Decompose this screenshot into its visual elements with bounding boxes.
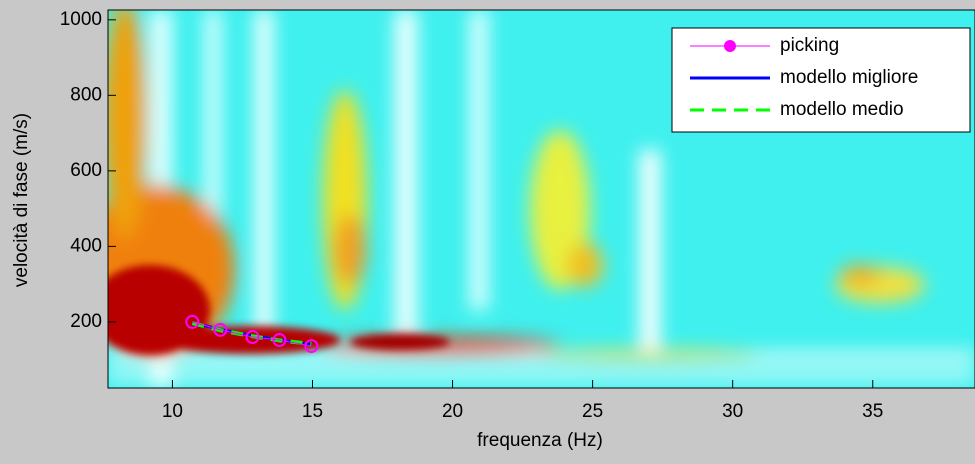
- legend-label: modello medio: [780, 99, 904, 120]
- picking-point: [213, 322, 228, 337]
- picking-point: [304, 339, 319, 354]
- picking-line: [192, 321, 312, 347]
- legend-label: modello migliore: [780, 67, 918, 88]
- y-tick-label: 1000: [60, 9, 102, 30]
- picking-point: [185, 314, 200, 329]
- legend-label: picking: [780, 35, 839, 56]
- legend-box: [671, 27, 971, 133]
- axes-box: [107, 9, 975, 389]
- x-tick-label: 25: [582, 401, 603, 422]
- model-line: [191, 321, 312, 346]
- y-tick-label: 600: [70, 160, 102, 181]
- x-tick-label: 10: [162, 401, 183, 422]
- x-tick-label: 35: [862, 401, 883, 422]
- y-axis-label: velocità di fase (m/s): [11, 113, 32, 287]
- x-tick-label: 15: [302, 401, 323, 422]
- legend: picking modello migliore modello medio: [671, 27, 971, 133]
- y-tick-label: 400: [70, 235, 102, 256]
- y-tick-label: 800: [70, 84, 102, 105]
- x-axis-label: frequenza (Hz): [477, 430, 603, 451]
- picking-point: [272, 333, 287, 348]
- x-tick-label: 30: [722, 401, 743, 422]
- x-tick-label: 20: [442, 401, 463, 422]
- picking-point: [245, 330, 260, 345]
- legend-marker: [724, 40, 736, 52]
- y-tick-label: 200: [70, 311, 102, 332]
